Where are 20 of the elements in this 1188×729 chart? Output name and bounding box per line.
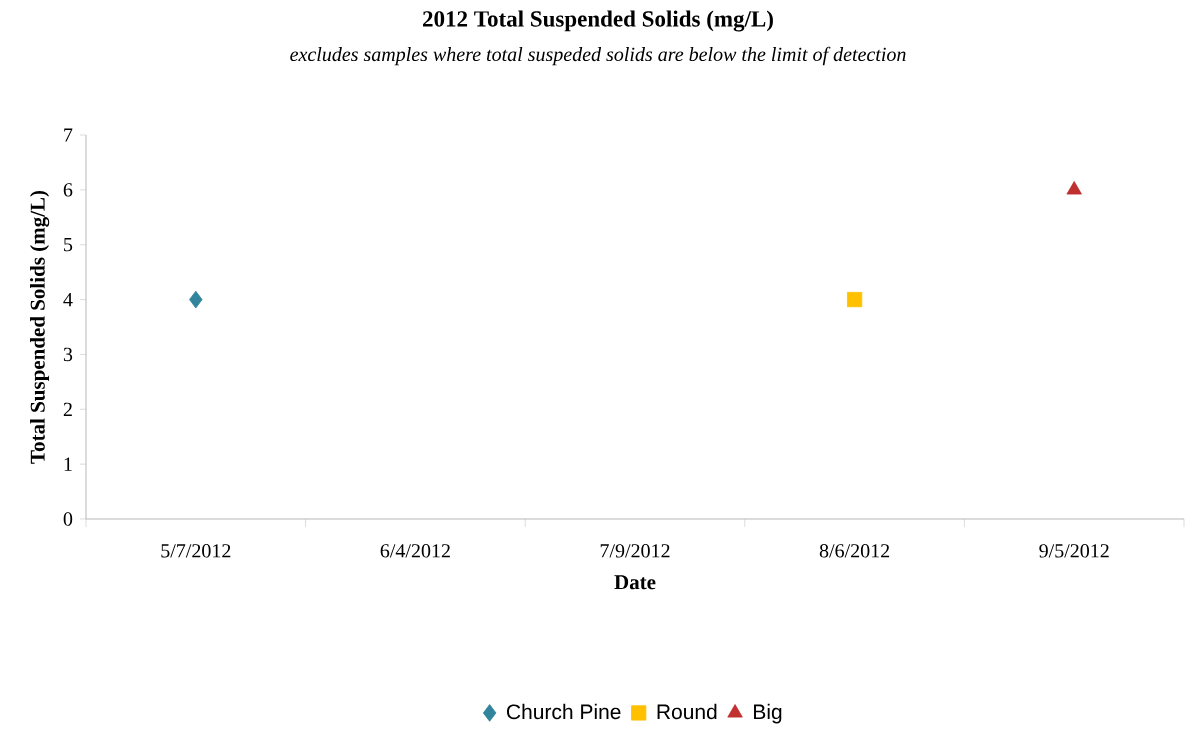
legend-label: Round	[657, 703, 717, 720]
chart-title: 2012 Total Suspended Solids (mg/L)	[423, 10, 773, 32]
y-tick-label: 5	[64, 238, 73, 252]
chart-subtitle: excludes samples where total suspeded solids are below the limit of detection	[290, 46, 906, 66]
y-tick-label: 3	[63, 347, 73, 362]
y-tick-label: 7	[64, 128, 73, 142]
y-tick-label: 6	[63, 183, 73, 197]
legend-label: Big	[754, 703, 782, 724]
y-tick-label: 2	[63, 402, 72, 416]
y-axis-title: Total Suspended Solids (mg/L)	[30, 190, 50, 464]
y-tick-label: 1	[64, 457, 72, 471]
x-tick-label: 6/4/2012	[380, 544, 450, 558]
y-tick-label: 0	[63, 512, 73, 526]
legend-label: Church Pine	[507, 703, 621, 720]
x-tick-label: 5/7/2012	[161, 544, 231, 558]
x-tick-label: 7/9/2012	[600, 544, 670, 558]
y-tick-label: 4	[63, 292, 73, 307]
x-tick-label: 9/5/2012	[1039, 544, 1109, 558]
x-tick-label: 8/6/2012	[819, 544, 890, 558]
x-axis-title: Date	[614, 575, 656, 590]
